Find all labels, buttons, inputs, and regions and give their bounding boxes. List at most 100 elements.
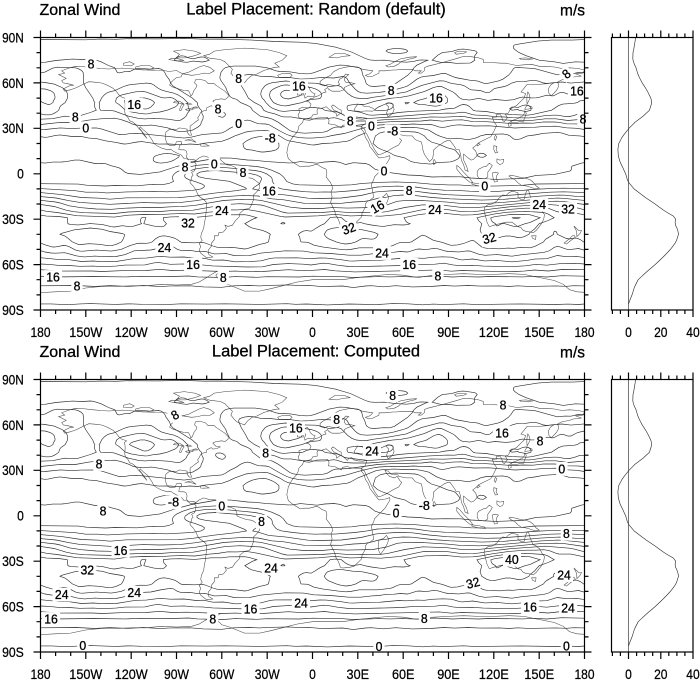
svg-text:0: 0 [376, 639, 383, 654]
svg-text:16: 16 [186, 257, 200, 272]
svg-text:16: 16 [289, 421, 303, 436]
svg-text:20: 20 [654, 667, 667, 681]
svg-text:0: 0 [381, 163, 388, 178]
svg-text:m/s: m/s [560, 344, 585, 361]
svg-text:Label Placement: Computed: Label Placement: Computed [212, 343, 420, 361]
svg-text:8: 8 [209, 612, 216, 627]
svg-text:0: 0 [17, 167, 24, 183]
svg-text:32: 32 [340, 219, 358, 238]
svg-text:m/s: m/s [560, 2, 585, 19]
svg-text:60E: 60E [392, 667, 415, 681]
svg-text:40: 40 [686, 667, 699, 681]
svg-text:60W: 60W [209, 667, 235, 681]
svg-text:30W: 30W [255, 667, 281, 681]
svg-text:150W: 150W [69, 325, 103, 341]
svg-text:120W: 120W [115, 667, 149, 681]
svg-text:0: 0 [218, 498, 225, 513]
svg-text:30N: 30N [2, 121, 24, 137]
svg-text:90S: 90S [2, 303, 24, 319]
svg-text:24: 24 [294, 595, 308, 610]
svg-text:40: 40 [686, 325, 699, 341]
svg-text:30E: 30E [347, 667, 370, 681]
svg-text:180: 180 [575, 325, 595, 341]
svg-text:Label Placement: Random (defau: Label Placement: Random (default) [186, 1, 446, 19]
svg-text:90S: 90S [2, 645, 24, 661]
svg-text:8: 8 [537, 433, 544, 448]
svg-text:8: 8 [215, 101, 222, 116]
svg-text:16: 16 [402, 257, 416, 272]
svg-text:120E: 120E [479, 325, 509, 341]
svg-text:0: 0 [309, 667, 316, 681]
svg-text:24: 24 [158, 240, 172, 255]
svg-text:40: 40 [505, 552, 519, 567]
svg-text:90E: 90E [437, 667, 460, 681]
svg-text:60E: 60E [392, 325, 415, 341]
svg-text:24: 24 [428, 202, 442, 217]
svg-text:60S: 60S [2, 600, 24, 616]
svg-text:24: 24 [215, 203, 229, 218]
svg-text:120W: 120W [115, 325, 149, 341]
svg-text:8: 8 [182, 159, 189, 174]
svg-text:-8: -8 [265, 130, 276, 145]
svg-text:0: 0 [563, 639, 570, 654]
svg-text:90W: 90W [164, 667, 190, 681]
svg-text:16: 16 [127, 97, 141, 112]
svg-text:0: 0 [17, 509, 24, 525]
svg-text:30N: 30N [2, 463, 24, 479]
svg-text:16: 16 [292, 79, 306, 94]
svg-text:0: 0 [368, 119, 375, 134]
svg-text:24: 24 [561, 600, 575, 615]
svg-text:150W: 150W [69, 667, 103, 681]
svg-text:16: 16 [523, 600, 537, 615]
svg-text:8: 8 [72, 109, 79, 124]
svg-text:32: 32 [464, 574, 481, 592]
svg-text:60N: 60N [2, 76, 24, 92]
svg-text:8: 8 [96, 456, 103, 471]
svg-text:0: 0 [82, 121, 89, 136]
svg-text:24: 24 [532, 197, 546, 212]
svg-text:120E: 120E [479, 667, 509, 681]
svg-text:32: 32 [481, 229, 498, 247]
svg-text:16: 16 [429, 90, 443, 105]
svg-text:90E: 90E [437, 325, 460, 341]
svg-text:150E: 150E [524, 325, 554, 341]
svg-text:24: 24 [55, 587, 69, 602]
svg-text:0: 0 [481, 178, 488, 193]
svg-text:Zonal Wind: Zonal Wind [40, 344, 121, 361]
svg-text:8: 8 [258, 514, 265, 529]
svg-text:0: 0 [558, 461, 565, 476]
svg-text:16: 16 [244, 601, 258, 616]
svg-text:150E: 150E [524, 667, 554, 681]
svg-text:-8: -8 [168, 495, 179, 510]
svg-text:8: 8 [333, 412, 340, 427]
svg-text:0: 0 [309, 325, 316, 341]
svg-text:8: 8 [74, 278, 81, 293]
svg-text:0: 0 [625, 325, 632, 341]
svg-text:8: 8 [435, 269, 442, 284]
svg-text:0: 0 [211, 156, 218, 171]
svg-text:8: 8 [88, 56, 95, 71]
svg-text:16: 16 [46, 269, 60, 284]
svg-text:8: 8 [388, 83, 395, 98]
svg-text:24: 24 [375, 245, 389, 260]
svg-text:0: 0 [235, 116, 242, 131]
svg-text:8: 8 [100, 503, 107, 518]
svg-text:0: 0 [625, 667, 632, 681]
svg-text:90N: 90N [2, 372, 24, 388]
svg-text:90N: 90N [2, 30, 24, 46]
svg-text:180: 180 [31, 667, 51, 681]
svg-text:180: 180 [31, 325, 51, 341]
svg-text:60N: 60N [2, 418, 24, 434]
svg-text:-8: -8 [419, 498, 430, 513]
svg-text:8: 8 [389, 388, 396, 403]
svg-text:8: 8 [580, 112, 587, 127]
svg-text:16: 16 [262, 183, 276, 198]
svg-text:20: 20 [654, 325, 667, 341]
svg-text:8: 8 [563, 526, 570, 541]
svg-text:8: 8 [262, 446, 269, 461]
svg-text:8: 8 [500, 397, 507, 412]
svg-text:30W: 30W [255, 325, 281, 341]
svg-text:24: 24 [365, 443, 379, 458]
svg-text:32: 32 [181, 215, 195, 230]
svg-text:60S: 60S [2, 258, 24, 274]
